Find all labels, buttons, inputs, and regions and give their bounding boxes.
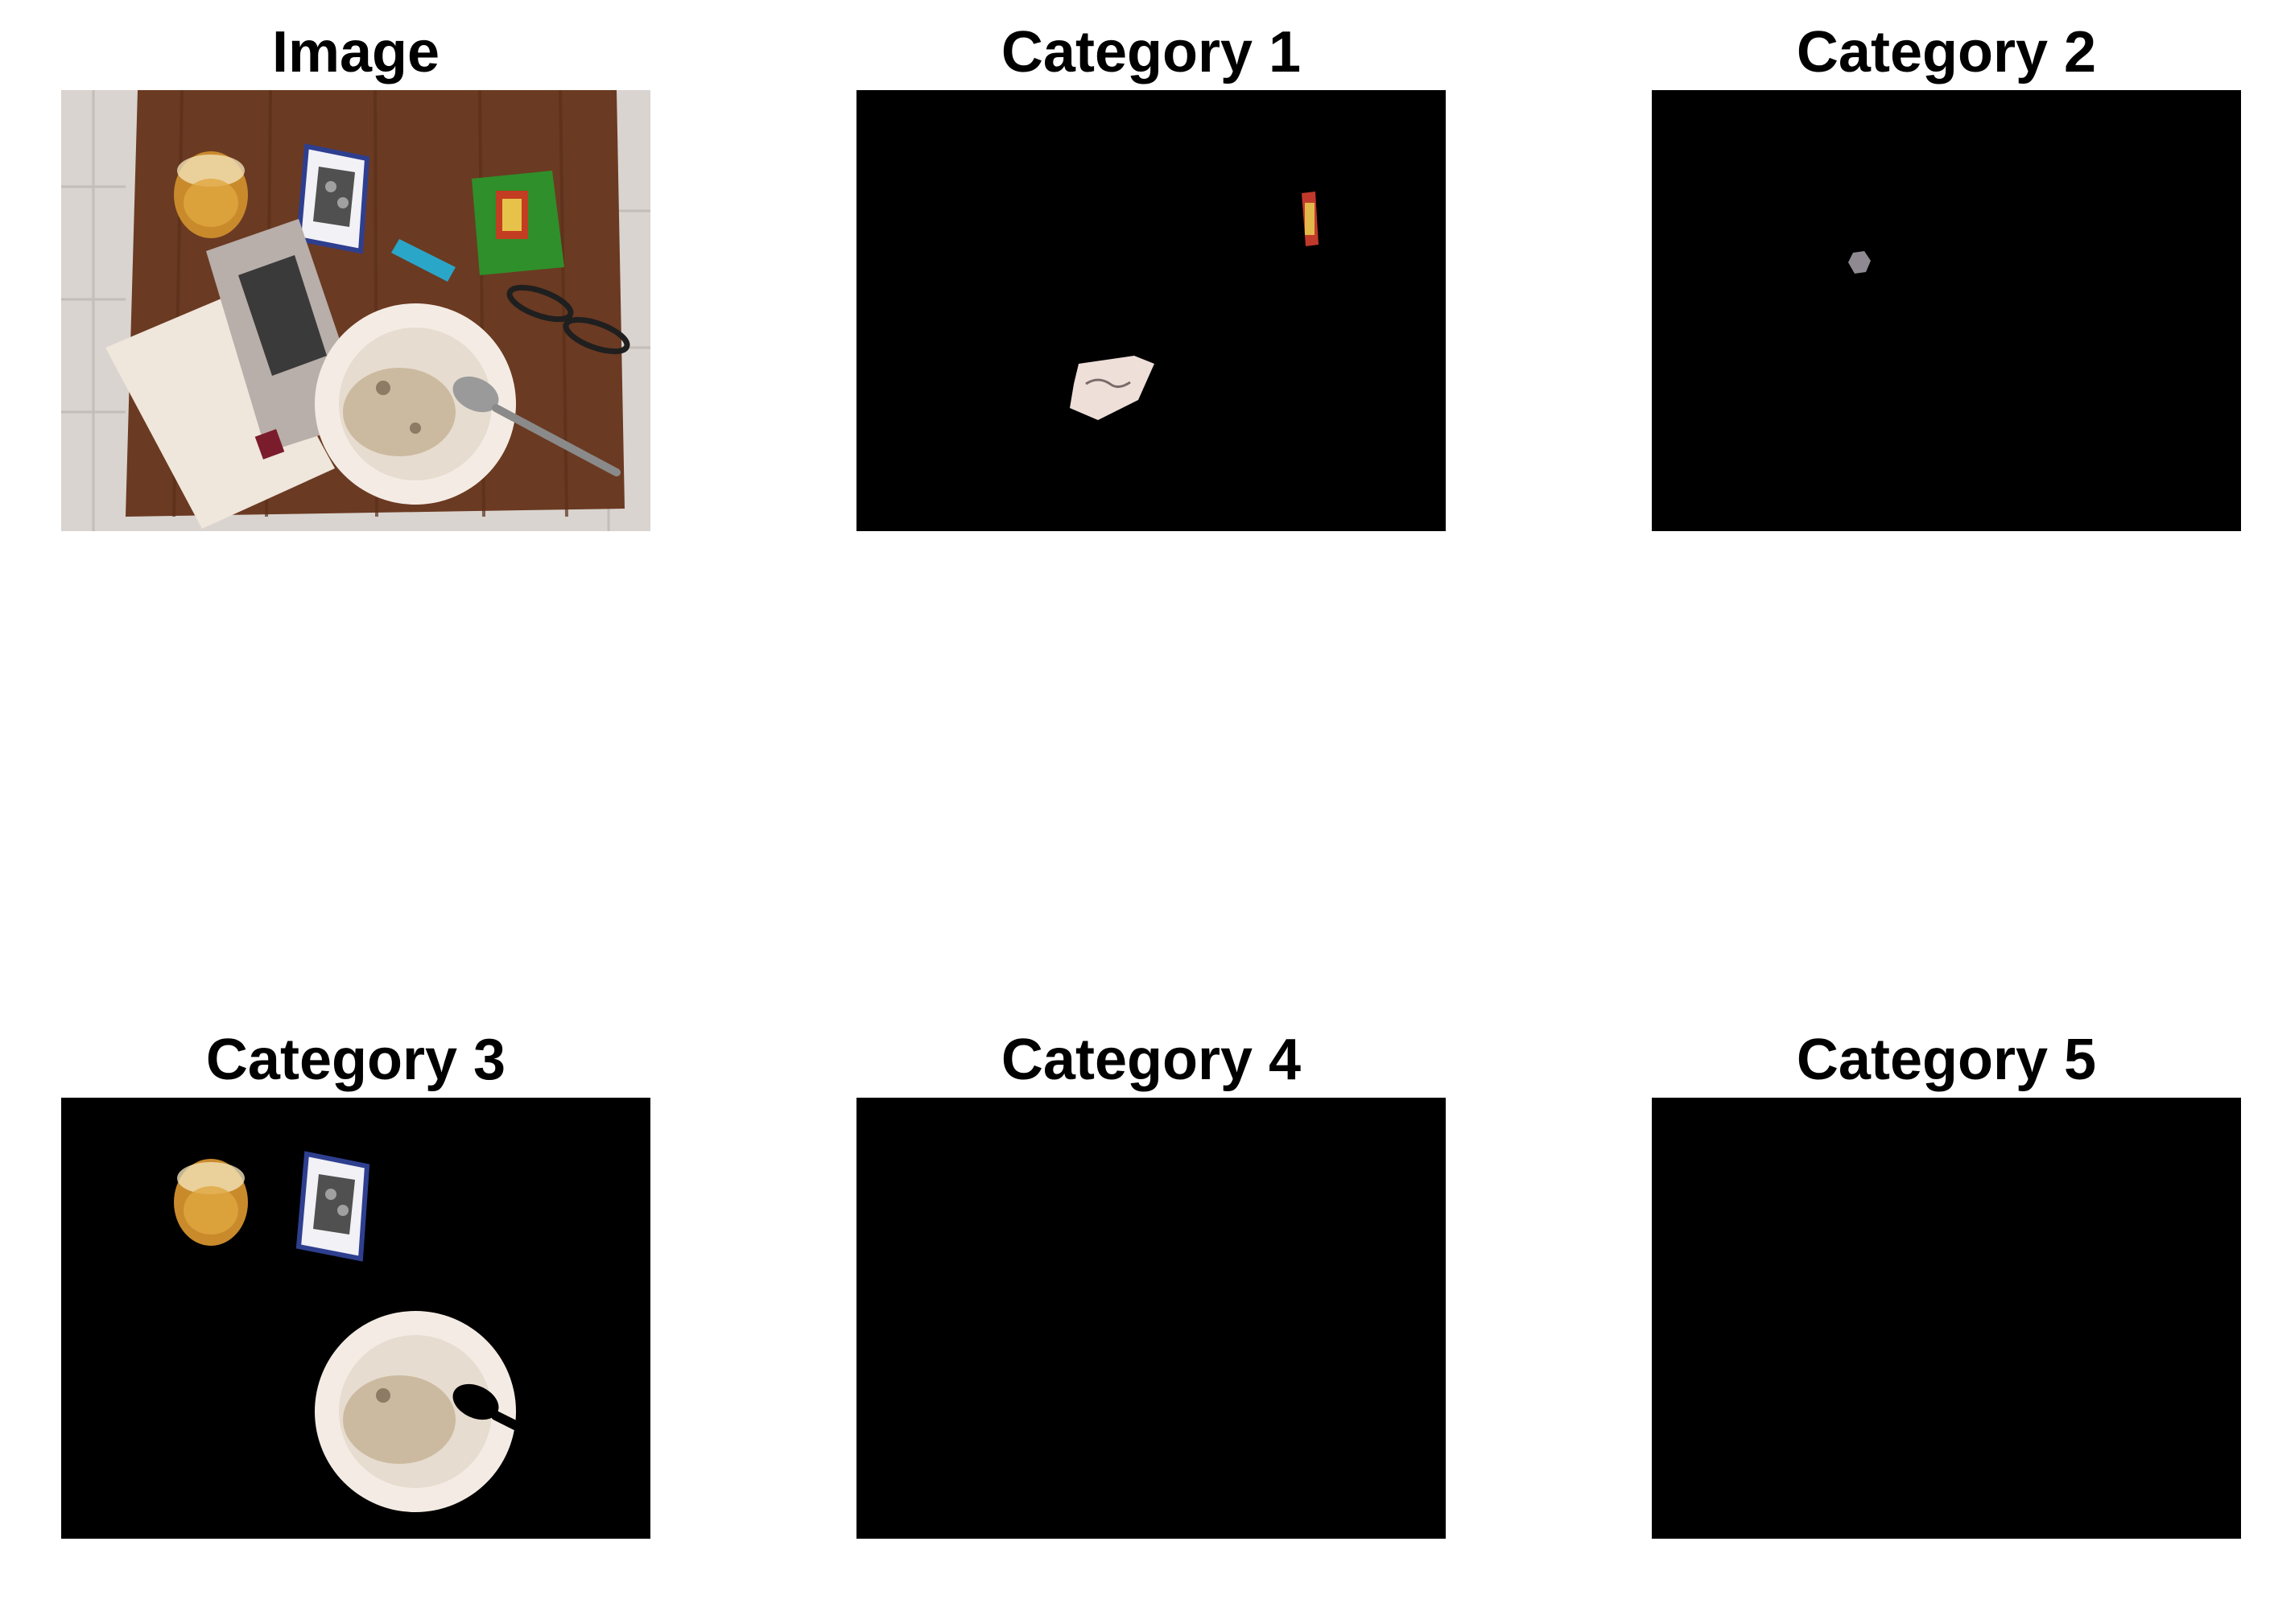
mask-category-4 bbox=[856, 1098, 1446, 1539]
eyeglasses-shape bbox=[506, 284, 630, 355]
mask-category-5 bbox=[1652, 1098, 2241, 1539]
segment-glass bbox=[174, 1159, 248, 1246]
panel-title: Category 5 bbox=[1796, 1028, 2097, 1092]
tea-box-shape bbox=[472, 171, 564, 275]
segment-tea-label bbox=[1302, 192, 1319, 246]
segment-ashtray bbox=[295, 1151, 370, 1262]
glass-shape bbox=[174, 151, 248, 238]
spoon-shape bbox=[452, 376, 621, 476]
segment-small-object bbox=[1848, 251, 1871, 274]
mask-category-2 bbox=[1652, 90, 2241, 531]
mask-category-1 bbox=[856, 90, 1446, 531]
ashtray-shape bbox=[295, 143, 370, 254]
panel-title: Category 4 bbox=[1001, 1028, 1302, 1092]
segment-bowl bbox=[315, 1311, 549, 1512]
panel-title: Category 1 bbox=[1001, 20, 1302, 84]
lighter-shape bbox=[391, 239, 456, 282]
mask-category-3 bbox=[61, 1098, 650, 1539]
original-photo bbox=[61, 90, 650, 531]
segment-book-title bbox=[1070, 356, 1154, 420]
panel-title: Category 2 bbox=[1796, 20, 2097, 84]
bowl-shape bbox=[315, 303, 516, 505]
panel-title: Category 3 bbox=[205, 1028, 506, 1092]
panel-title: Image bbox=[271, 20, 440, 84]
